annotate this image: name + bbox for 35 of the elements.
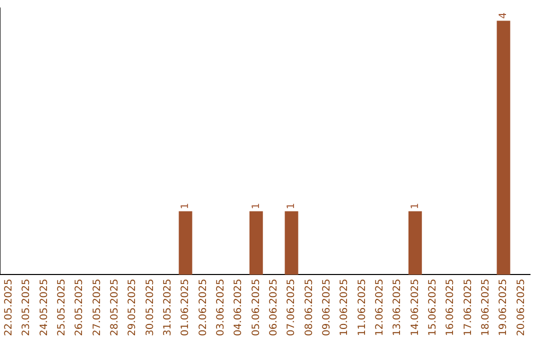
x-tick-label: 18.06.2025: [480, 278, 492, 336]
x-tick-label: 11.06.2025: [356, 278, 368, 336]
x-tick-label: 17.06.2025: [462, 278, 474, 336]
x-tick-label: 22.05.2025: [3, 278, 14, 336]
x-tick-label: 07.06.2025: [286, 278, 298, 336]
x-tick-label: 12.06.2025: [374, 278, 386, 336]
data-label: 1: [410, 202, 421, 210]
x-tick-label: 04.06.2025: [233, 278, 244, 336]
x-tick-label: 25.05.2025: [56, 278, 68, 336]
data-label: 1: [250, 202, 262, 210]
x-tick-label: 29.05.2025: [127, 278, 138, 336]
x-tick-label: 08.06.2025: [304, 278, 315, 336]
x-tick-label: 20.06.2025: [516, 278, 527, 336]
data-label: 4: [498, 12, 510, 19]
x-tick-label: 05.06.2025: [250, 278, 262, 336]
x-tick-label: 06.06.2025: [268, 278, 280, 336]
x-tick-label: 19.06.2025: [498, 278, 510, 336]
x-tick-label: 30.05.2025: [144, 278, 156, 336]
x-tick-label: 31.05.2025: [162, 278, 174, 336]
x-tick-label: 02.06.2025: [198, 278, 209, 336]
x-tick-label: 09.06.2025: [321, 278, 332, 336]
x-tick-label: 27.05.2025: [92, 278, 103, 336]
x-tick-label: 13.06.2025: [392, 278, 404, 336]
x-tick-label: 10.06.2025: [339, 278, 350, 336]
x-tick-label: 24.05.2025: [38, 278, 50, 336]
x-tick-label: 14.06.2025: [410, 278, 421, 336]
x-tick-label: 26.05.2025: [74, 278, 86, 336]
x-tick-label: 01.06.2025: [180, 278, 192, 336]
x-tick-label: 15.06.2025: [427, 278, 438, 336]
x-tick-label: 03.06.2025: [215, 278, 226, 336]
x-tick-label: 23.05.2025: [21, 278, 32, 336]
data-label: 1: [180, 202, 192, 210]
x-tick-label: 16.06.2025: [445, 278, 456, 336]
x-tick-label: 28.05.2025: [109, 278, 120, 336]
data-label: 1: [286, 202, 298, 210]
